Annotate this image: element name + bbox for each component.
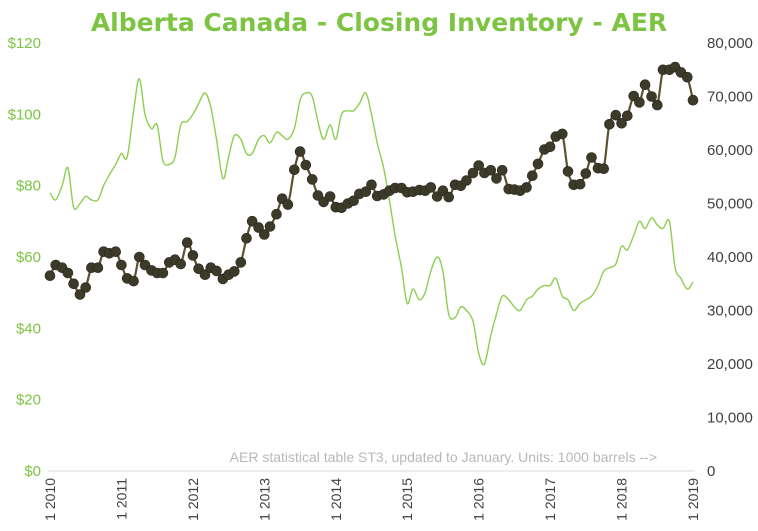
inventory-marker [586,152,597,163]
inventory-marker [258,229,270,240]
inventory-marker [526,170,538,181]
inventory-marker [634,97,645,108]
x-tick-label: 1 2016 [471,478,487,521]
inventory-marker [621,110,633,122]
left-tick-label: $60 [16,249,41,266]
x-axis-ticks: 1 2010 1 2011 1 2012 1 2013 1 2014 1 2015 1 20… [42,478,701,521]
left-tick-label: $20 [16,392,41,409]
inventory-marker [646,91,657,102]
oil-price-series [49,77,694,366]
inventory-marker [211,265,222,277]
inventory-marker [639,79,651,90]
inventory-marker [271,208,282,220]
inventory-marker [175,258,186,270]
inventory-marker [610,109,622,121]
right-tick-label: 30,000 [707,303,753,320]
inventory-marker [324,191,336,202]
right-tick-label: 0 [707,463,715,480]
inventory-marker [134,251,145,263]
left-tick-label: $40 [16,320,41,337]
left-tick-label: $0 [24,463,41,480]
inventory-marker [616,118,627,129]
left-axis-ticks: $0 $20 $40 $60 $80 $100 $120 [8,35,41,480]
inventory-marker [181,237,193,248]
inventory-marker [128,275,139,287]
right-tick-label: 50,000 [707,196,753,213]
inventory-marker [288,164,300,176]
x-tick-label: 1 2012 [185,478,201,521]
inventory-marker [92,262,104,274]
inventory-marker [62,267,74,279]
right-tick-label: 20,000 [707,356,753,373]
inventory-marker [461,175,472,186]
inventory-marker [485,165,497,176]
inventory-marker [187,250,199,261]
inventory-marker [229,266,240,277]
right-tick-label: 10,000 [707,410,753,427]
inventory-marker [110,246,121,257]
inventory-marker [366,179,377,191]
x-tick-label: 1 2018 [614,478,630,521]
inventory-marker [491,173,502,184]
inventory-marker [348,195,359,207]
left-tick-label: $120 [8,35,41,52]
inventory-marker [556,128,568,140]
inventory-marker [574,178,586,190]
inventory-marker [80,282,91,293]
inventory-marker [360,186,372,197]
inventory-marker [496,165,508,176]
x-tick-label: 1 2011 [113,478,129,520]
inventory-marker [467,167,479,179]
inventory-marker [473,160,485,171]
inventory-marker [521,182,532,193]
inventory-marker [598,163,610,174]
inventory-marker [246,215,258,227]
right-tick-label: 60,000 [707,142,753,159]
inventory-marker [68,278,79,290]
source-note: AER statistical table ST3, updated to Ja… [230,449,657,465]
oil-price-line [49,77,694,366]
inventory-marker [580,168,592,179]
inventory-marker [264,221,276,232]
inventory-marker [604,119,615,130]
inventory-marker [562,166,574,177]
inventory-marker [44,270,56,282]
right-tick-label: 70,000 [707,89,753,106]
inventory-marker [282,199,294,210]
inventory-marker [241,233,252,244]
inventory-marker [294,146,306,157]
x-tick-label: 1 2017 [542,478,558,521]
right-tick-label: 80,000 [707,35,753,52]
right-axis-ticks: 0 10,000 20,000 30,000 40,000 50,000 60,000 70,… [707,35,753,480]
x-tick-label: 1 2015 [399,478,415,521]
inventory-marker [199,269,211,281]
inventory-marker [157,267,169,279]
inventory-marker [235,257,247,268]
inventory-marker [306,174,318,185]
inventory-marker [300,159,312,171]
x-tick-label: 1 2014 [328,478,344,521]
inventory-marker [116,259,127,271]
x-tick-label: 1 2013 [256,478,272,521]
inventory-marker [253,222,264,233]
right-tick-label: 40,000 [707,249,753,266]
x-tick-label: 1 2010 [42,478,58,521]
x-tick-label: 1 2019 [685,478,701,521]
left-tick-label: $100 [8,106,41,123]
chart-title: Alberta Canada - Closing Inventory - AER [90,8,668,37]
inventory-marker [532,158,544,170]
inventory-marker [687,94,699,106]
inventory-marker [443,191,455,203]
inventory-marker [651,99,663,111]
inventory-marker [425,182,437,193]
left-tick-label: $80 [16,178,41,195]
inventory-series [44,61,699,300]
inventory-marker [74,289,86,300]
inventory-marker [544,141,556,153]
inventory-marker [681,71,693,83]
